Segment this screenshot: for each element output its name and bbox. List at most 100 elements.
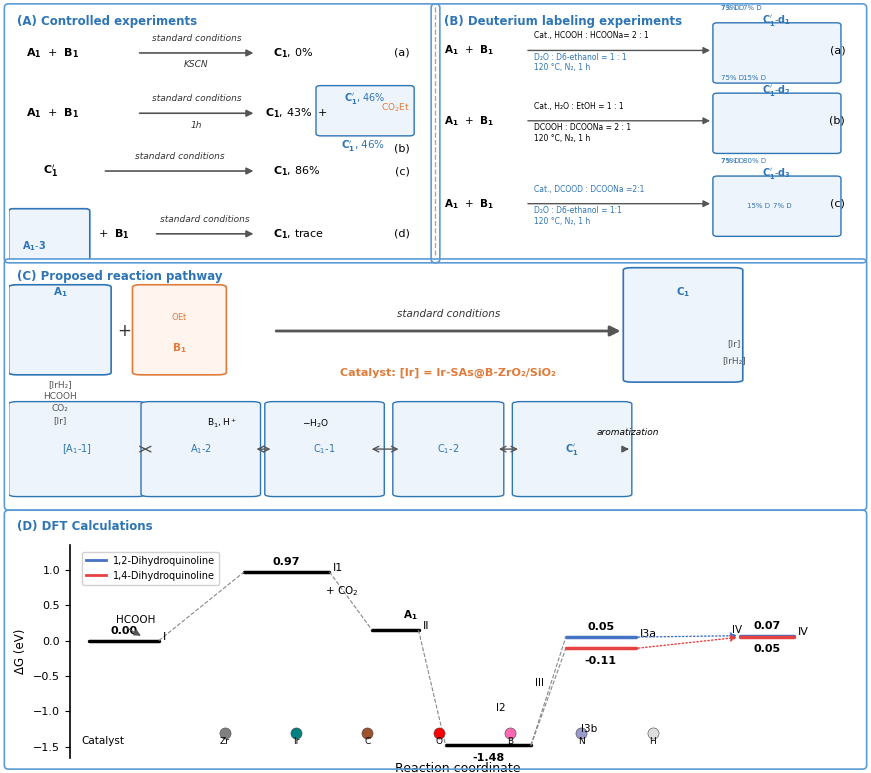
Text: $\mathrm{C_{1}\text{-}2}$: $\mathrm{C_{1}\text{-}2}$ bbox=[437, 442, 459, 456]
Text: B: B bbox=[507, 737, 513, 746]
Text: $\mathrm{B_1, H^+}$: $\mathrm{B_1, H^+}$ bbox=[207, 417, 237, 430]
FancyBboxPatch shape bbox=[393, 402, 503, 496]
FancyBboxPatch shape bbox=[265, 402, 384, 496]
Text: (b): (b) bbox=[829, 116, 845, 126]
Text: 0.05: 0.05 bbox=[587, 622, 614, 632]
Text: standard conditions: standard conditions bbox=[152, 94, 241, 103]
Text: Cat., DCOOD : DCOONa =2:1: Cat., DCOOD : DCOONa =2:1 bbox=[534, 185, 644, 193]
Text: $\mathbf{A_{1}\text{-}3}$: $\mathbf{A_{1}\text{-}3}$ bbox=[22, 240, 46, 254]
Text: $\mathbf{A_1}$  +  $\mathbf{B_1}$: $\mathbf{A_1}$ + $\mathbf{B_1}$ bbox=[26, 46, 79, 60]
Text: (A) Controlled experiments: (A) Controlled experiments bbox=[17, 15, 198, 29]
Text: $\mathbf{A_1}$  +  $\mathbf{B_1}$: $\mathbf{A_1}$ + $\mathbf{B_1}$ bbox=[444, 43, 494, 57]
Text: (a): (a) bbox=[395, 48, 410, 58]
Text: 7% D: 7% D bbox=[721, 158, 740, 164]
Text: $\mathbf{C_1'}$, 46%: $\mathbf{C_1'}$, 46% bbox=[344, 90, 386, 106]
Text: $\mathbf{A_1}$  +  $\mathbf{B_1}$: $\mathbf{A_1}$ + $\mathbf{B_1}$ bbox=[26, 107, 79, 120]
Text: (C) Proposed reaction pathway: (C) Proposed reaction pathway bbox=[17, 270, 223, 283]
Text: aromatization: aromatization bbox=[597, 428, 658, 437]
Text: $\mathrm{CO_2Et}$: $\mathrm{CO_2Et}$ bbox=[381, 102, 410, 114]
Text: $+\ \mathrm{CO_2}$: $+\ \mathrm{CO_2}$ bbox=[326, 584, 359, 598]
Text: standard conditions: standard conditions bbox=[160, 215, 250, 223]
Text: $\mathbf{C_1'}$: $\mathbf{C_1'}$ bbox=[565, 441, 579, 457]
Text: $\mathrm{-H_2O}$: $\mathrm{-H_2O}$ bbox=[302, 417, 329, 430]
FancyBboxPatch shape bbox=[512, 402, 631, 496]
Text: $\mathbf{C_1'}$, 46%: $\mathbf{C_1'}$, 46% bbox=[341, 138, 385, 154]
Text: IV: IV bbox=[799, 627, 809, 637]
FancyBboxPatch shape bbox=[132, 284, 226, 375]
Text: $\mathbf{C_1'}$: $\mathbf{C_1'}$ bbox=[43, 163, 58, 179]
FancyBboxPatch shape bbox=[624, 267, 743, 382]
Text: Cat., H₂O : EtOH = 1 : 1: Cat., H₂O : EtOH = 1 : 1 bbox=[534, 102, 624, 111]
Text: DCOOH : DCOONa = 2 : 1
120 °C, N₂, 1 h: DCOOH : DCOONa = 2 : 1 120 °C, N₂, 1 h bbox=[534, 123, 631, 143]
Text: I1: I1 bbox=[334, 564, 343, 574]
Text: (a): (a) bbox=[829, 46, 845, 56]
Text: (B) Deuterium labeling experiments: (B) Deuterium labeling experiments bbox=[444, 15, 682, 29]
Text: [IrH₂]: [IrH₂] bbox=[722, 356, 746, 365]
Text: $\mathbf{A_1}$  +  $\mathbf{B_1}$: $\mathbf{A_1}$ + $\mathbf{B_1}$ bbox=[444, 197, 494, 210]
FancyBboxPatch shape bbox=[712, 22, 841, 83]
FancyBboxPatch shape bbox=[141, 402, 260, 496]
FancyBboxPatch shape bbox=[316, 86, 414, 136]
Text: $\mathbf{C_1}$, 43%  +: $\mathbf{C_1}$, 43% + bbox=[265, 107, 327, 120]
Text: D₂O : D6-ethanol = 1 : 1
120 °C, N₂, 1 h: D₂O : D6-ethanol = 1 : 1 120 °C, N₂, 1 h bbox=[534, 53, 626, 73]
Text: $\mathbf{C_1}$: $\mathbf{C_1}$ bbox=[676, 285, 690, 299]
Text: 7% D: 7% D bbox=[743, 5, 761, 11]
Y-axis label: ΔG (eV): ΔG (eV) bbox=[15, 628, 27, 674]
Text: $\mathbf{C_1}$, 0%: $\mathbf{C_1}$, 0% bbox=[273, 46, 314, 60]
Text: $\mathbf{C_1}$, trace: $\mathbf{C_1}$, trace bbox=[273, 227, 325, 240]
Text: $[\mathrm{A_{1}\text{-}1}]$: $[\mathrm{A_{1}\text{-}1}]$ bbox=[62, 442, 92, 456]
Text: 0.00: 0.00 bbox=[111, 625, 138, 635]
Text: $\mathbf{C_1}$, 86%: $\mathbf{C_1}$, 86% bbox=[273, 164, 321, 178]
Text: +  $\mathbf{B_1}$: + $\mathbf{B_1}$ bbox=[98, 227, 130, 240]
Text: Catalyst: Catalyst bbox=[81, 736, 125, 746]
Text: III: III bbox=[535, 678, 544, 688]
Text: [Ir]: [Ir] bbox=[727, 339, 741, 348]
Text: $\mathbf{C_1'\text{-}d_1}$: $\mathbf{C_1'\text{-}d_1}$ bbox=[762, 13, 792, 28]
Text: standard conditions: standard conditions bbox=[135, 152, 224, 161]
Text: 7% D: 7% D bbox=[721, 5, 740, 11]
Text: I2: I2 bbox=[496, 703, 506, 713]
Text: 0.07: 0.07 bbox=[753, 621, 781, 631]
Text: 75% D: 75% D bbox=[721, 75, 745, 81]
Text: standard conditions: standard conditions bbox=[152, 34, 241, 43]
Text: 80% D: 80% D bbox=[743, 158, 766, 164]
Text: -1.48: -1.48 bbox=[472, 753, 504, 763]
Text: O: O bbox=[436, 737, 442, 746]
Text: Cat., HCOOH : HCOONa= 2 : 1: Cat., HCOOH : HCOONa= 2 : 1 bbox=[534, 32, 648, 40]
Text: 73% D: 73% D bbox=[721, 5, 745, 11]
Text: $\mathbf{A_1}$  +  $\mathbf{B_1}$: $\mathbf{A_1}$ + $\mathbf{B_1}$ bbox=[444, 114, 494, 128]
Text: 15% D: 15% D bbox=[747, 203, 770, 209]
Text: (D) DFT Calculations: (D) DFT Calculations bbox=[17, 520, 153, 533]
Text: 75% D: 75% D bbox=[721, 158, 745, 164]
FancyBboxPatch shape bbox=[712, 93, 841, 153]
Text: II: II bbox=[422, 621, 429, 632]
FancyBboxPatch shape bbox=[9, 402, 145, 496]
Text: standard conditions: standard conditions bbox=[396, 309, 500, 318]
Text: I3a: I3a bbox=[639, 628, 657, 638]
Text: HCOOH: HCOOH bbox=[116, 615, 156, 625]
Text: Catalyst: [Ir] = Ir-SAs@B-ZrO₂/SiO₂: Catalyst: [Ir] = Ir-SAs@B-ZrO₂/SiO₂ bbox=[341, 367, 557, 377]
Text: IV: IV bbox=[733, 625, 743, 635]
Text: 1h: 1h bbox=[191, 121, 202, 130]
Text: -0.11: -0.11 bbox=[584, 656, 617, 666]
FancyBboxPatch shape bbox=[712, 176, 841, 237]
Text: I: I bbox=[163, 632, 166, 642]
Text: (c): (c) bbox=[830, 199, 845, 209]
X-axis label: Reaction coordinate: Reaction coordinate bbox=[395, 761, 520, 773]
Text: $\mathrm{OEt}$: $\mathrm{OEt}$ bbox=[171, 311, 188, 322]
FancyBboxPatch shape bbox=[9, 209, 90, 269]
Text: HCOOH: HCOOH bbox=[43, 392, 77, 401]
Text: $\mathbf{C_1'\text{-}d_3}$: $\mathbf{C_1'\text{-}d_3}$ bbox=[762, 166, 792, 181]
Text: 0.97: 0.97 bbox=[273, 557, 300, 567]
Text: $\mathbf{A_1}$: $\mathbf{A_1}$ bbox=[52, 285, 67, 299]
Text: D₂O : D6-ethanol = 1:1
120 °C, N₂, 1 h: D₂O : D6-ethanol = 1:1 120 °C, N₂, 1 h bbox=[534, 206, 622, 226]
Text: $\mathrm{C_{1}\text{-}1}$: $\mathrm{C_{1}\text{-}1}$ bbox=[314, 442, 335, 456]
Text: CO₂: CO₂ bbox=[51, 404, 68, 414]
Text: 0.05: 0.05 bbox=[753, 644, 781, 654]
Text: C: C bbox=[364, 737, 370, 746]
Text: $\mathbf{A_1}$: $\mathbf{A_1}$ bbox=[403, 608, 418, 622]
Text: 15% D: 15% D bbox=[743, 75, 766, 81]
Text: 7% D: 7% D bbox=[773, 203, 791, 209]
Text: I3b: I3b bbox=[581, 724, 598, 734]
Text: [IrH₂]: [IrH₂] bbox=[48, 380, 71, 389]
